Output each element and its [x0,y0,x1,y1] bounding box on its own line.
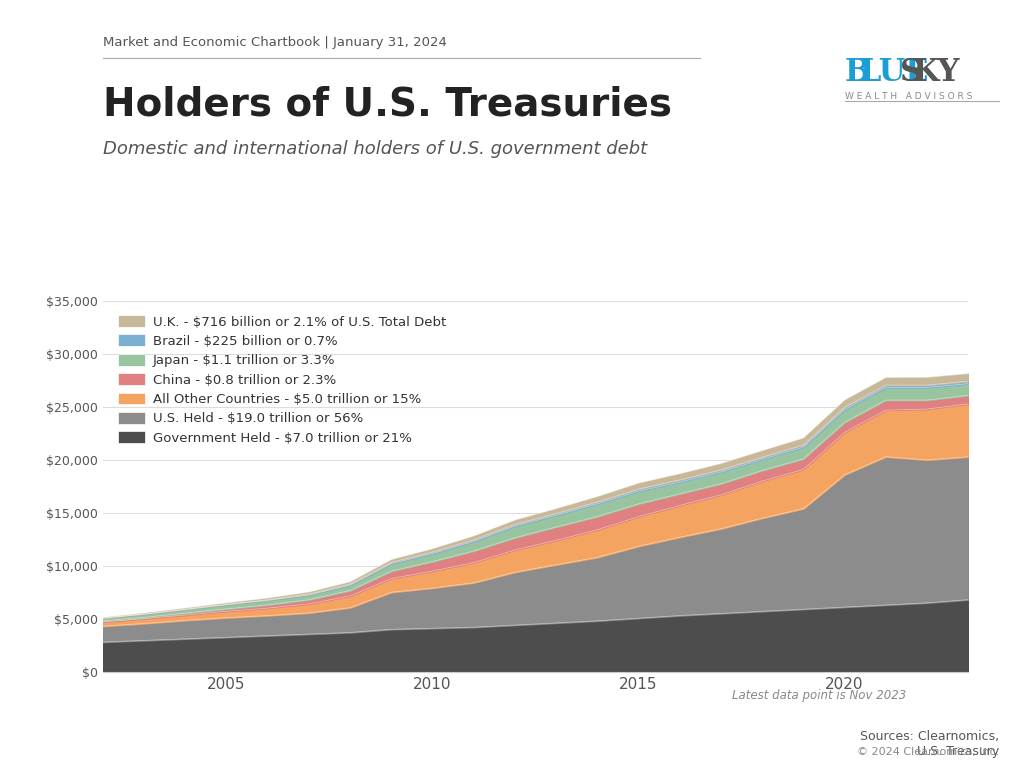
Text: S: S [900,57,922,88]
Text: Holders of U.S. Treasuries: Holders of U.S. Treasuries [103,86,672,124]
Text: B: B [845,57,870,88]
Legend: U.K. - $716 billion or 2.1% of U.S. Total Debt, Brazil - $225 billion or 0.7%, J: U.K. - $716 billion or 2.1% of U.S. Tota… [118,315,446,445]
Text: Latest data point is Nov 2023: Latest data point is Nov 2023 [732,689,906,702]
Text: LUE: LUE [860,57,929,88]
Text: Sources: Clearnomics,
U.S. Treasury: Sources: Clearnomics, U.S. Treasury [860,730,999,757]
Text: KY: KY [913,57,960,88]
Text: © 2024 Clearnomics, Inc.: © 2024 Clearnomics, Inc. [857,747,999,757]
Text: W E A L T H   A D V I S O R S: W E A L T H A D V I S O R S [845,92,972,101]
Text: Market and Economic Chartbook | January 31, 2024: Market and Economic Chartbook | January … [103,36,447,49]
Text: Domestic and international holders of U.S. government debt: Domestic and international holders of U.… [103,141,647,158]
